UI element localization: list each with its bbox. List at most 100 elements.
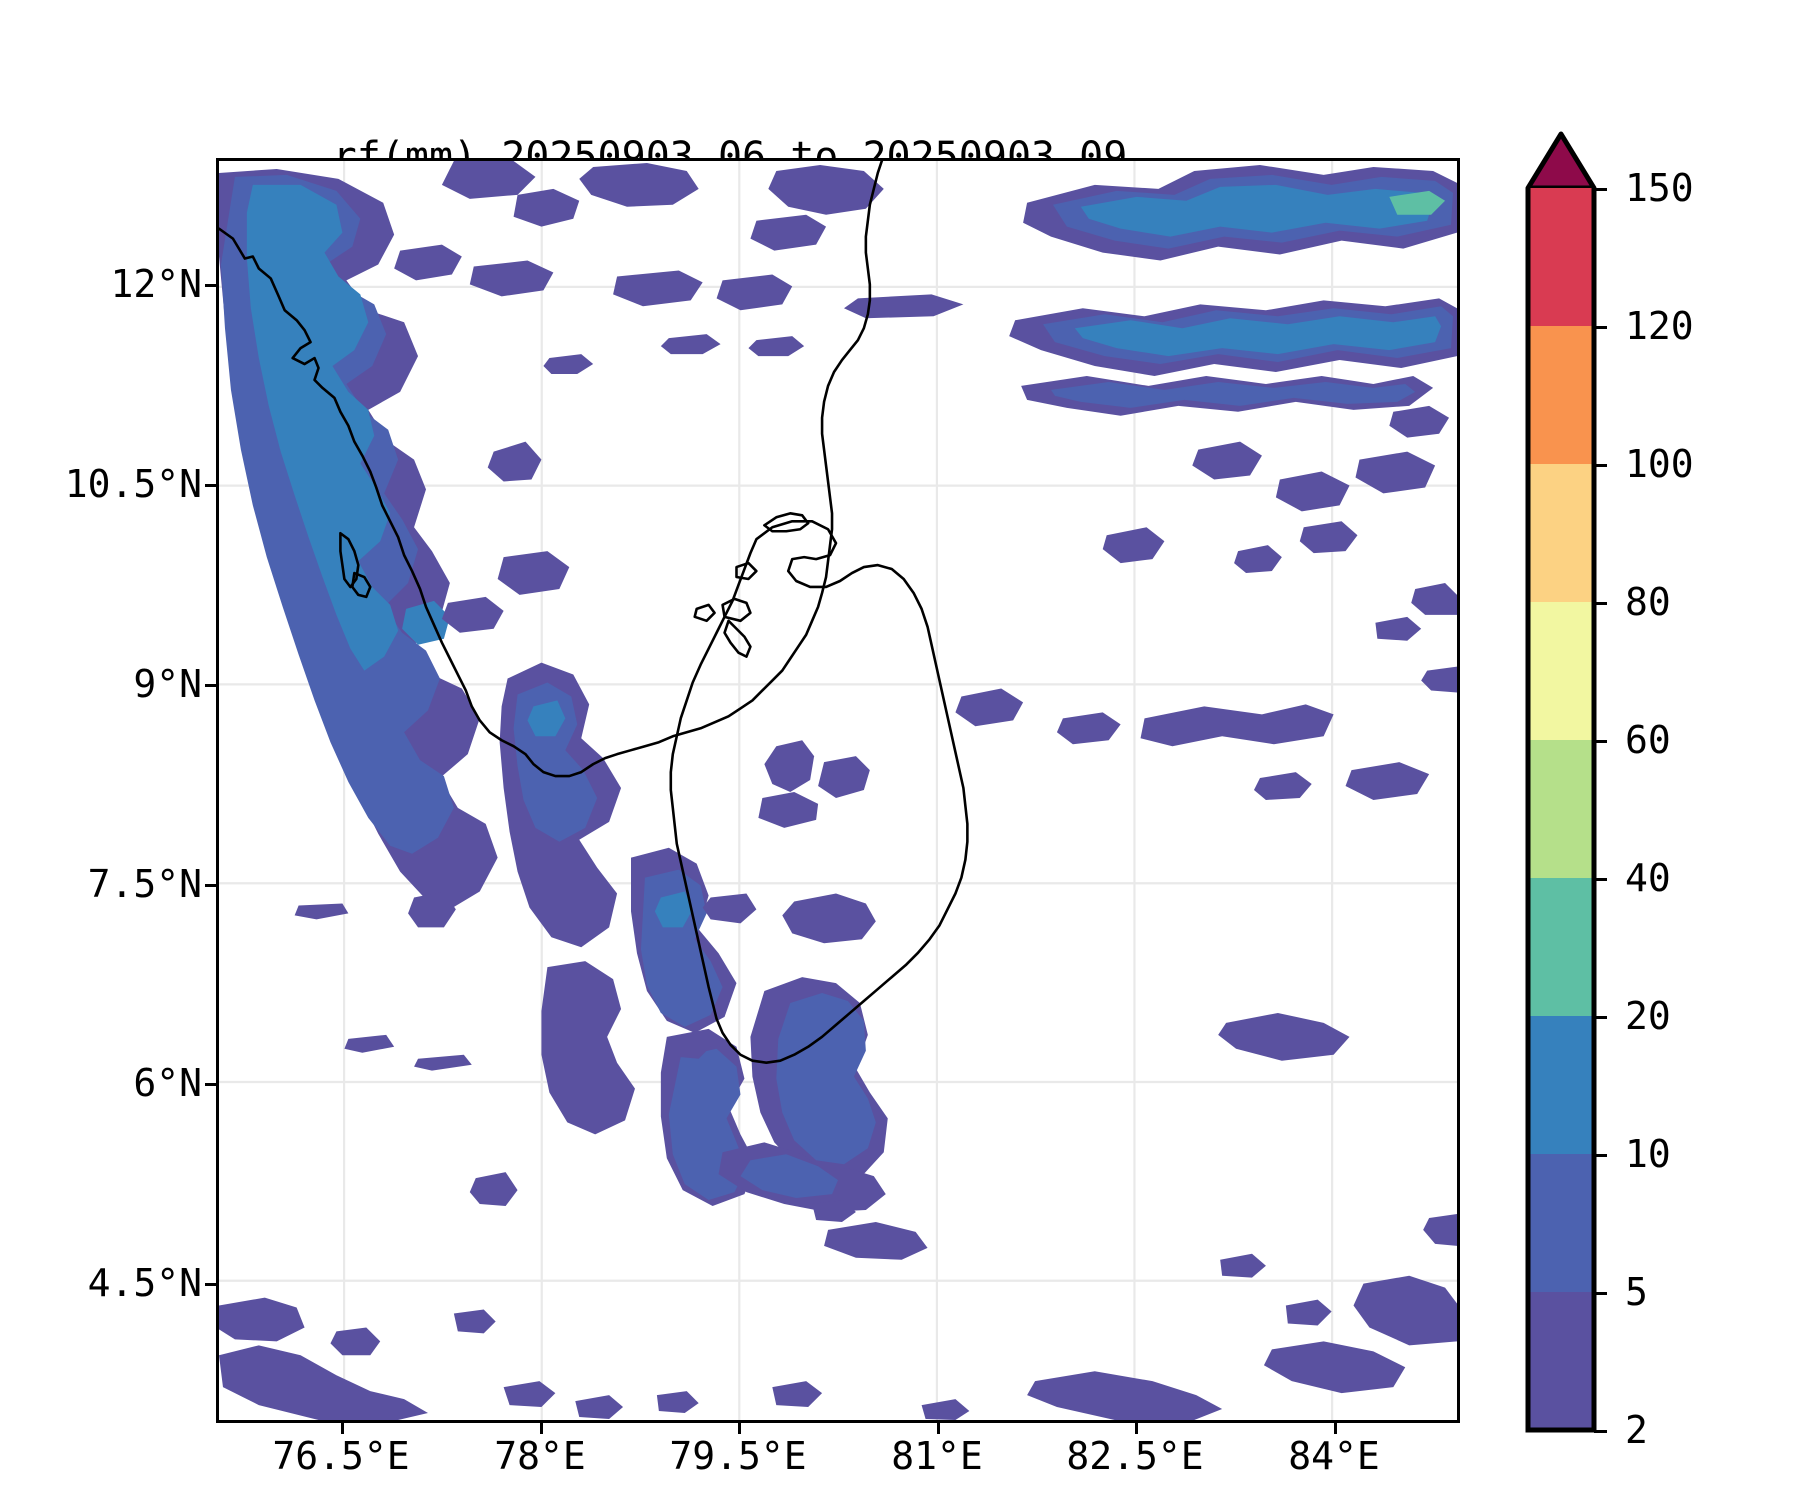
contour-patch [812,1200,856,1222]
colorbar-label-2: 2 [1625,1408,1648,1452]
xtick-mark [341,1423,344,1434]
contour-patch [1355,451,1436,494]
colorbar-tick-mark [1594,1016,1607,1019]
colorbar-graphic [1525,131,1597,1433]
contour-band-2-5 [330,1327,381,1356]
xtick-mark [1334,1423,1337,1434]
colorbar-tick-mark [1594,1430,1607,1433]
contour-band-2-5 [469,260,554,297]
contour-patch [1375,616,1422,641]
contour-patch [1285,1299,1332,1326]
contour-band-5-10 [1050,381,1416,408]
contour-patch [1192,441,1262,480]
contour-band-2-5 [513,188,580,227]
colorbar-band-2-5 [1528,1292,1594,1430]
coastline-sri-lanka [669,519,969,1064]
colorbar-tick-mark [1594,188,1607,191]
contour-band-2-5 [441,161,536,199]
contour-band-2-5 [613,270,703,307]
coastline-jaffna [763,512,810,533]
colorbar-band-5-10 [1528,1154,1594,1292]
contour-band-2-5 [716,274,793,311]
colorbar-label-100: 100 [1625,442,1694,486]
contour-patch [955,688,1024,727]
contour-patch [344,1034,395,1053]
colorbar-band-60-80 [1528,602,1594,740]
contour-patch [1220,1253,1266,1278]
contour-patch [294,903,349,920]
colorbar-tick-mark [1594,326,1607,329]
colorbar-bands [1528,188,1594,1430]
colorbar-tick-mark [1594,602,1607,605]
contour-band-10-20 [1074,316,1442,357]
map-plot-area[interactable] [216,158,1460,1423]
contour-patch [543,354,594,374]
xtick-label-81e: 81°E [891,1434,983,1478]
coastline-india [219,161,884,778]
colorbar-band-20-40 [1528,878,1594,1016]
xtick-mark [540,1423,543,1434]
colorbar-label-60: 60 [1625,718,1671,762]
contour-band-2-5 [1263,1341,1406,1394]
contour-patch [487,441,542,482]
contour-band-2-5 [750,214,827,251]
coastline-island-small [693,603,716,623]
contour-patch [772,1381,823,1408]
contour-band-2-5 [219,1297,305,1342]
contour-band-2-5 [758,791,819,828]
ytick-mark [205,884,216,887]
contour-patch [660,334,721,355]
colorbar-band-10-20 [1528,1016,1594,1154]
contour-band-2-5 [764,740,815,792]
contour-patch [469,1172,518,1207]
contour-patch [656,1391,699,1414]
contour-patch [921,1399,970,1420]
xtick-mark [738,1423,741,1434]
ytick-label-45n: 4.5°N [87,1261,202,1305]
colorbar-label-40: 40 [1625,856,1671,900]
contour-band-2-5 [782,893,876,944]
xtick-label-84e: 84°E [1288,1434,1380,1478]
colorbar-tick-mark [1594,878,1607,881]
ytick-mark [205,484,216,487]
contour-patch [575,1395,624,1420]
contour-band-2-5 [768,164,884,215]
xtick-mark [1135,1423,1138,1434]
contour-patch [1299,521,1358,554]
colorbar-label-150: 150 [1625,166,1694,210]
contour-patch [1423,1213,1457,1246]
contour-patch [1421,666,1457,693]
ytick-label-75n: 7.5°N [87,862,202,906]
xtick-label-795e: 79.5°E [669,1434,807,1478]
colorbar-extend-arrow [1525,131,1597,191]
colorbar-label-20: 20 [1625,994,1671,1038]
contour-patch [408,891,456,928]
ytick-mark [205,284,216,287]
colorbar-band-120-150 [1528,188,1594,326]
xtick-label-765e: 76.5°E [272,1434,410,1478]
colorbar-tick-mark [1594,1292,1607,1295]
contour-band-2-5 [1218,1012,1350,1061]
contour-patch [843,294,964,319]
colorbar-tick-mark [1594,740,1607,743]
colorbar-label-5: 5 [1625,1270,1648,1314]
contour-band-10-20 [246,184,399,671]
contour-patch [503,1381,556,1408]
contour-band-5-10 [776,993,876,1165]
xtick-mark [937,1423,940,1434]
contour-patch [1411,582,1457,615]
contour-band-5-10 [740,1154,838,1199]
contour-patch [1389,405,1450,438]
contour-fill-layer [219,161,1457,1420]
coastline-island-mannar [735,561,758,581]
xtick-label-78e: 78°E [494,1434,586,1478]
ytick-label-9n: 9°N [133,662,202,706]
contour-band-2-5 [219,1345,428,1420]
contour-patch [748,336,805,357]
contour-patch [1275,471,1350,512]
colorbar[interactable] [1525,131,1597,1433]
contour-patch [441,596,504,633]
contour-band-2-5 [818,756,870,798]
contour-band-10-20 [1080,184,1434,237]
